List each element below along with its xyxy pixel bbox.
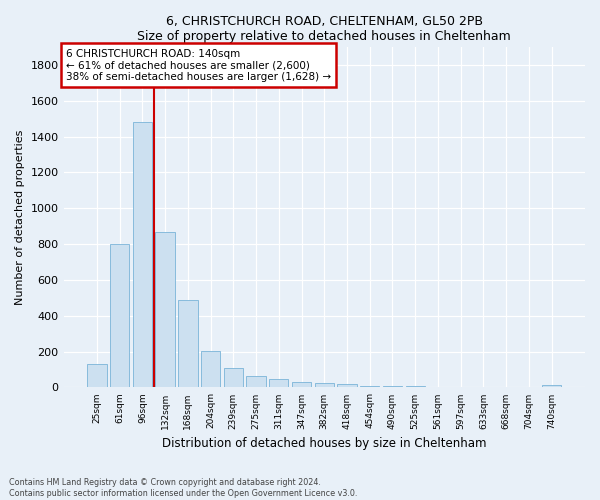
Bar — [269, 380, 289, 388]
Bar — [383, 386, 402, 388]
Bar — [133, 122, 152, 388]
Text: Contains HM Land Registry data © Crown copyright and database right 2024.
Contai: Contains HM Land Registry data © Crown c… — [9, 478, 358, 498]
Bar — [314, 383, 334, 388]
Bar — [451, 387, 470, 388]
Bar — [428, 386, 448, 388]
Bar — [224, 368, 243, 388]
Bar — [87, 364, 107, 388]
Bar — [247, 376, 266, 388]
Bar — [178, 300, 197, 388]
Text: 6 CHRISTCHURCH ROAD: 140sqm
← 61% of detached houses are smaller (2,600)
38% of : 6 CHRISTCHURCH ROAD: 140sqm ← 61% of det… — [66, 48, 331, 82]
Bar — [155, 232, 175, 388]
Bar — [542, 385, 561, 388]
Y-axis label: Number of detached properties: Number of detached properties — [15, 130, 25, 305]
X-axis label: Distribution of detached houses by size in Cheltenham: Distribution of detached houses by size … — [162, 437, 487, 450]
Title: 6, CHRISTCHURCH ROAD, CHELTENHAM, GL50 2PB
Size of property relative to detached: 6, CHRISTCHURCH ROAD, CHELTENHAM, GL50 2… — [137, 15, 511, 43]
Bar — [292, 382, 311, 388]
Bar — [337, 384, 356, 388]
Bar — [110, 244, 130, 388]
Bar — [406, 386, 425, 388]
Bar — [360, 386, 379, 388]
Bar — [201, 350, 220, 388]
